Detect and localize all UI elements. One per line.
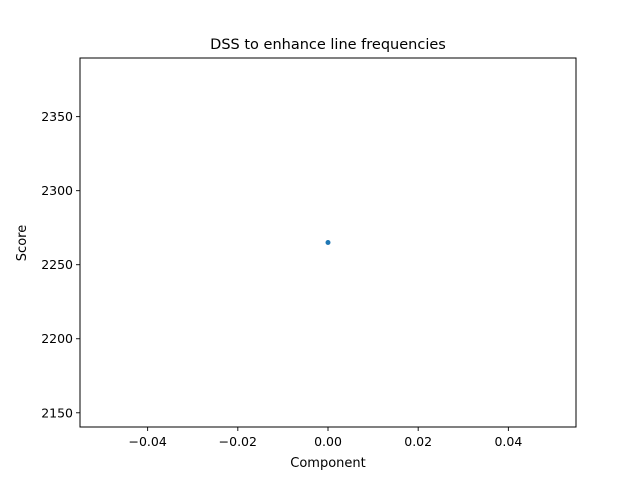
y-tick-label: 2300 [41, 183, 73, 198]
x-tick-label: −0.02 [219, 434, 257, 449]
x-tick-label: 0.02 [404, 434, 432, 449]
x-axis-ticks: −0.04 −0.02 0.00 0.02 0.04 [128, 427, 522, 449]
data-points [325, 240, 331, 245]
x-axis-label: Component [290, 456, 365, 471]
x-tick-label: 0.04 [494, 434, 522, 449]
y-tick-label: 2200 [41, 331, 73, 346]
y-tick-label: 2150 [41, 405, 73, 420]
chart-title: DSS to enhance line frequencies [210, 37, 446, 53]
y-tick-label: 2250 [41, 257, 73, 272]
y-tick-label: 2350 [41, 109, 73, 124]
x-tick-label: 0.00 [314, 434, 342, 449]
y-axis-ticks: 2150 2200 2250 2300 2350 [41, 109, 80, 420]
x-tick-label: −0.04 [128, 434, 166, 449]
axes-frame [79, 57, 577, 428]
data-point [325, 240, 331, 245]
y-axis-label: Score [15, 225, 30, 261]
